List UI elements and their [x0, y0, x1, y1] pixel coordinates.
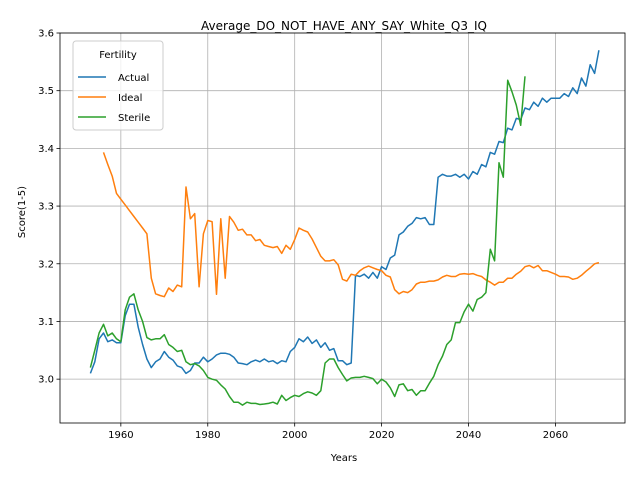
x-tick-label: 2060 — [543, 430, 568, 441]
y-tick-label: 3.3 — [38, 202, 54, 213]
y-tick-label: 3.0 — [38, 375, 54, 386]
grid-layer — [60, 32, 625, 423]
chart-title: Average_DO_NOT_HAVE_ANY_SAY_White_Q3_IQ — [201, 19, 487, 33]
legend-label-ideal: Ideal — [118, 93, 142, 104]
x-tick-label: 2020 — [369, 430, 394, 441]
y-axis-label: Score(1-5) — [17, 186, 28, 238]
x-axis-label: Years — [330, 453, 357, 464]
x-axis: 1960 1980 2000 2020 2040 2060 — [108, 423, 568, 441]
legend-label-actual: Actual — [118, 73, 149, 84]
series-line-ideal — [102, 152, 600, 298]
y-tick-label: 3.1 — [38, 317, 54, 328]
x-tick-label: 1960 — [108, 430, 133, 441]
series-line-actual — [89, 50, 600, 375]
plot-frame — [59, 32, 626, 424]
x-tick-label: 2000 — [282, 430, 307, 441]
y-tick-label: 3.2 — [38, 259, 54, 270]
y-tick-label: 3.5 — [38, 86, 54, 97]
y-tick-label: 3.4 — [38, 144, 54, 155]
legend: Fertility Actual Ideal Sterile — [72, 40, 164, 131]
legend-label-sterile: Sterile — [118, 113, 150, 124]
series-layer — [89, 50, 600, 406]
legend-title: Fertility — [99, 50, 137, 61]
y-axis: 3.0 3.1 3.2 3.3 3.4 3.5 3.6 — [38, 29, 60, 386]
y-tick-label: 3.6 — [38, 29, 54, 40]
legend-frame — [72, 40, 164, 131]
legend-entries: Actual Ideal Sterile — [78, 73, 150, 124]
x-tick-label: 2040 — [456, 430, 481, 441]
x-tick-label: 1980 — [195, 430, 220, 441]
plot-area — [59, 32, 626, 424]
series-line-sterile — [89, 76, 526, 406]
